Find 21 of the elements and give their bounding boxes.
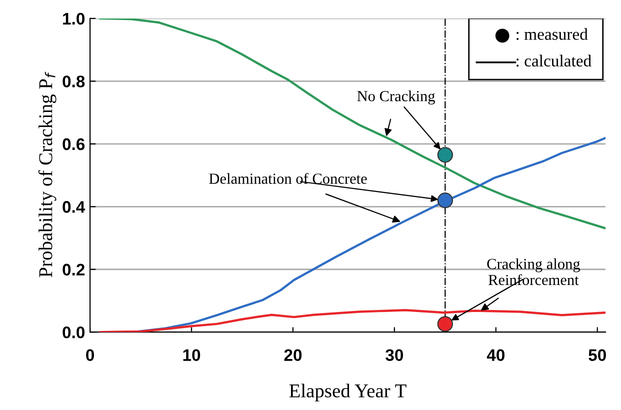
annotation: : calculated <box>516 54 592 67</box>
line-series <box>99 309 606 332</box>
annotation: Cracking along Reinforcement <box>487 258 580 286</box>
line-series <box>99 18 606 230</box>
x-tick-label: 10 <box>183 349 200 362</box>
y-axis-title: Probability of Cracking P$_{f}$ <box>38 72 56 278</box>
y-tick-label: 0.6 <box>62 138 85 150</box>
annotation: Delamination of Concrete <box>209 172 367 184</box>
y-tick-label: 0.4 <box>62 201 86 213</box>
y-tick-label: 1.0 <box>63 12 85 25</box>
x-tick-label: 30 <box>386 349 404 362</box>
annotation: No Cracking <box>357 90 435 104</box>
annotation: : measured <box>516 28 588 40</box>
y-tick-label: 0.8 <box>62 76 85 88</box>
x-tick-label: 50 <box>588 349 606 362</box>
y-tick-label: 0.0 <box>62 326 85 338</box>
x-axis-title: Elapsed Year T <box>289 384 406 402</box>
x-tick-label: 20 <box>284 349 302 362</box>
y-tick-label: 0.2 <box>62 264 85 276</box>
x-tick-label: 40 <box>486 349 504 362</box>
x-tick-label: 0 <box>86 349 94 362</box>
